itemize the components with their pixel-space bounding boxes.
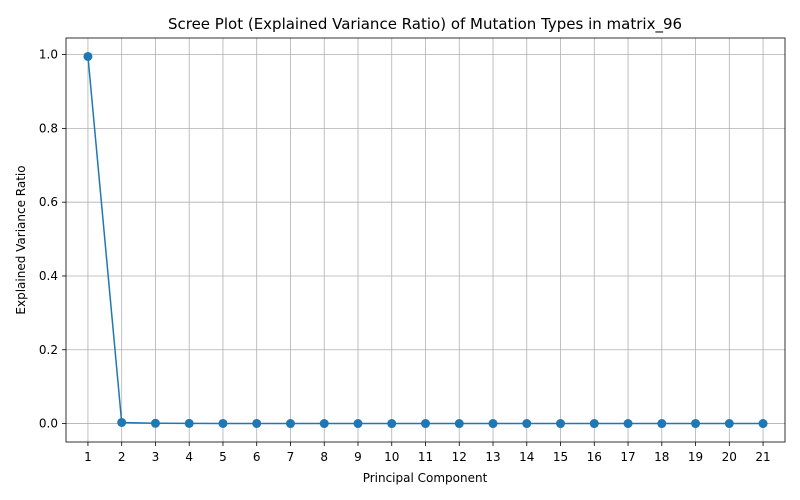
data-point [758,419,768,429]
x-tick-label: 2 [118,450,126,464]
x-tick-label: 17 [620,450,635,464]
x-tick-label: 12 [452,450,467,464]
x-tick-label: 21 [755,450,770,464]
x-tick-label: 6 [253,450,261,464]
data-point [724,419,734,429]
data-point [691,419,701,429]
grid [66,38,785,442]
data-point [589,419,599,429]
y-tick-label: 1.0 [39,48,58,62]
data-point [488,419,498,429]
x-tick-label: 1 [84,450,92,464]
data-point [184,418,194,428]
data-point [421,419,430,429]
x-tick-label: 9 [354,450,362,464]
x-tick-label: 5 [219,450,227,464]
data-point [454,419,464,429]
x-tick-label: 20 [722,450,737,464]
y-axis: 0.0 0.2 0.4 0.6 0.8 1.0 [39,48,66,431]
x-tick-label: 14 [519,450,534,464]
data-point [252,418,262,428]
x-tick-label: 7 [287,450,295,464]
x-tick-label: 11 [418,450,433,464]
x-axis-label: Principal Component [363,471,488,485]
x-tick-label: 16 [587,450,602,464]
data-point [387,419,397,429]
x-tick-label: 8 [320,450,328,464]
y-tick-label: 0.6 [39,195,58,209]
data-point [83,51,93,61]
data-point [556,419,566,429]
x-tick-label: 3 [152,450,160,464]
x-axis: 1 2 3 4 5 6 7 8 9 10 11 12 13 14 15 16 17 18 19 20 21 [84,442,771,464]
y-tick-label: 0.4 [39,269,58,283]
data-point [319,419,329,429]
data-point [150,418,160,428]
data-point [623,419,633,429]
x-tick-label: 13 [485,450,500,464]
y-tick-label: 0.8 [39,121,58,135]
series-layer [83,51,768,429]
data-point [218,418,228,428]
x-tick-label: 18 [654,450,669,464]
y-tick-label: 0.0 [39,417,58,431]
data-point [353,419,363,429]
data-point [522,419,532,429]
data-point [657,419,667,429]
y-tick-label: 0.2 [39,343,58,357]
x-tick-label: 10 [384,450,399,464]
data-point [117,417,127,427]
data-point [285,419,295,429]
chart-title: Scree Plot (Explained Variance Ratio) of… [168,15,682,34]
x-tick-label: 4 [185,450,193,464]
x-tick-label: 15 [553,450,568,464]
y-axis-label: Explained Variance Ratio [14,165,28,314]
x-tick-label: 19 [688,450,703,464]
